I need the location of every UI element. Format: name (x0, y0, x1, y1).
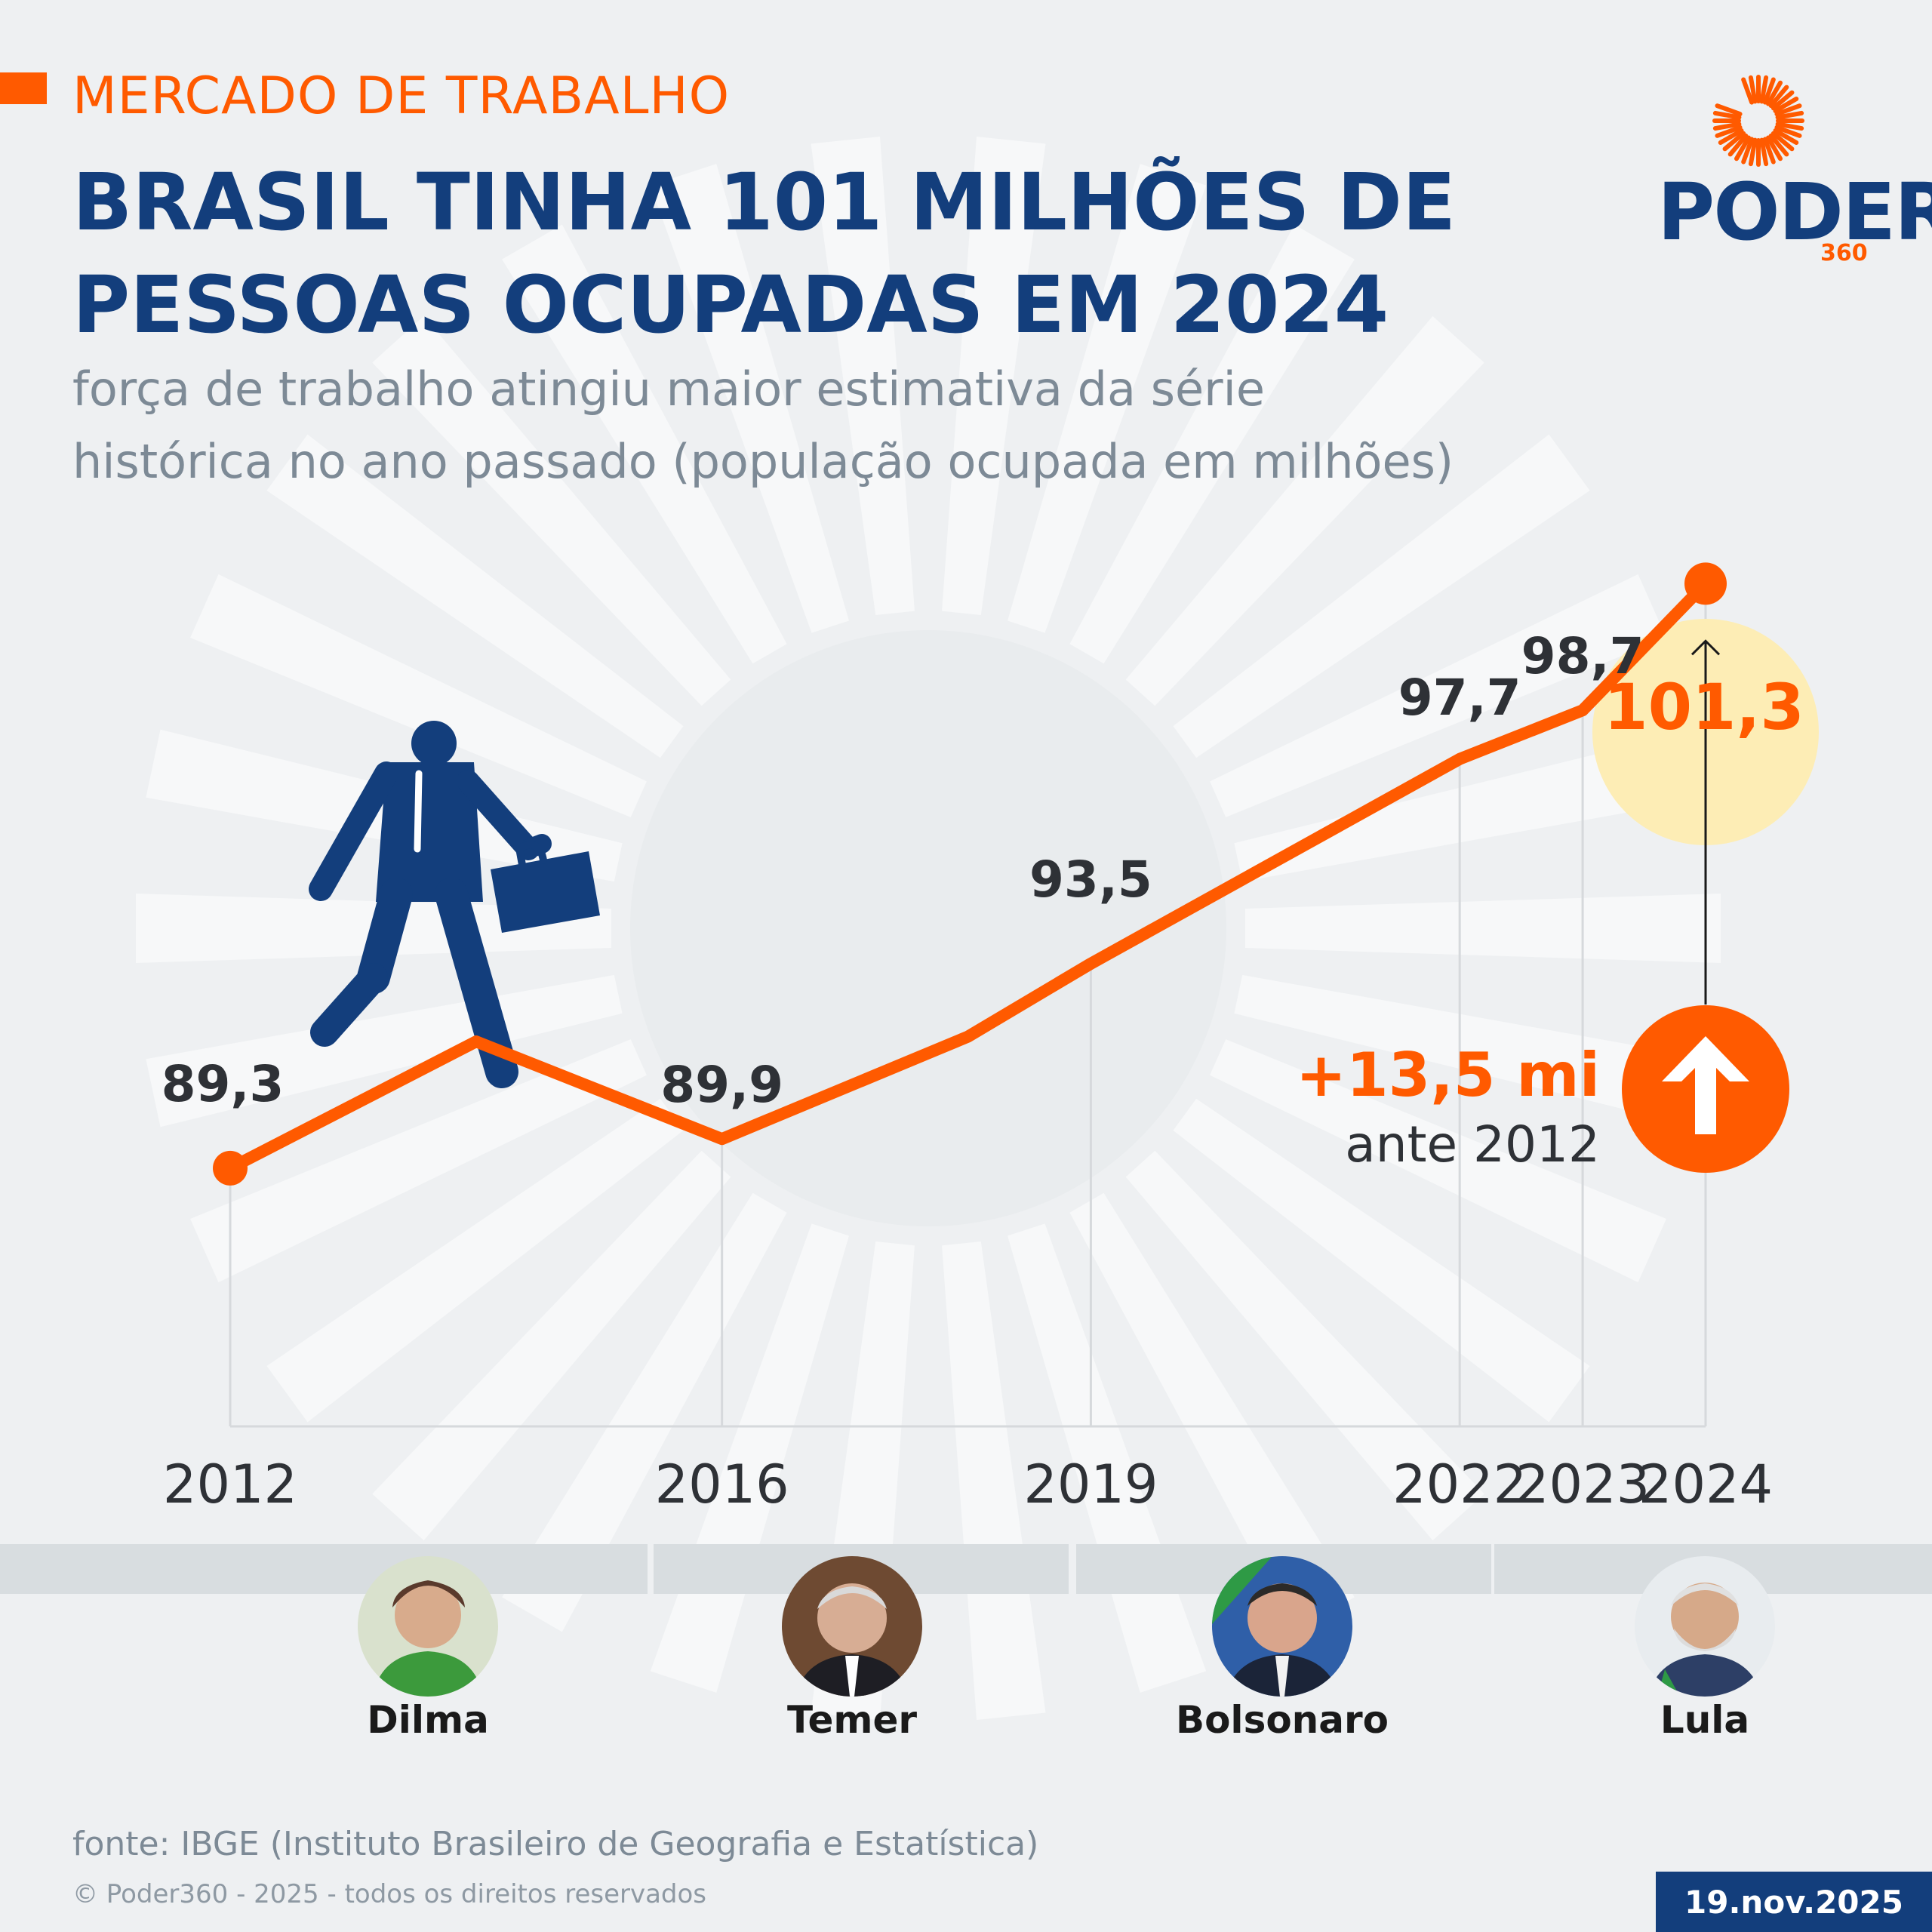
president-name-bolsonaro: Bolsonaro (1175, 1698, 1389, 1742)
x-tick-label: 2016 (654, 1454, 789, 1515)
title-line-2: PESSOAS OCUPADAS EM 2024 (72, 259, 1389, 351)
president-name-dilma: Dilma (367, 1698, 489, 1742)
x-tick-label: 2012 (162, 1454, 298, 1515)
x-tick-label: 2019 (1023, 1454, 1158, 1515)
date-badge: 19.nov.2025 (1656, 1872, 1932, 1932)
highlight-value: 101,3 (1604, 670, 1804, 744)
up-arrow-icon (1622, 1005, 1789, 1173)
subtitle: força de trabalho atingiu maior estimati… (72, 353, 1733, 498)
data-label: 89,3 (161, 1054, 285, 1113)
date-text: 19.nov.2025 (1684, 1883, 1903, 1921)
avatar-bolsonaro (1212, 1556, 1352, 1697)
data-label: 98,7 (1521, 627, 1644, 686)
copyright-note: © Poder360 - 2025 - todos os direitos re… (72, 1879, 707, 1909)
data-label: 93,5 (1029, 850, 1152, 909)
data-label: 89,9 (660, 1056, 784, 1115)
x-tick-label: 2024 (1638, 1454, 1774, 1515)
page-title: BRASIL TINHA 101 MILHÕES DE PESSOAS OCUP… (72, 151, 1506, 356)
annotation-arrow-head (1690, 639, 1721, 656)
subtitle-line-1: força de trabalho atingiu maior estimati… (72, 361, 1266, 417)
logo-wordmark: PODER (1657, 166, 1932, 258)
subtitle-line-2: histórica no ano passado (população ocup… (72, 434, 1454, 489)
end-point (1684, 562, 1727, 605)
source-note: fonte: IBGE (Instituto Brasileiro de Geo… (72, 1825, 1039, 1863)
poder360-sun-icon (1712, 75, 1804, 167)
president-name-lula: Lula (1660, 1698, 1750, 1742)
x-tick-label: 2022 (1392, 1454, 1527, 1515)
title-line-1: BRASIL TINHA 101 MILHÕES DE (72, 156, 1457, 248)
president-name-temer: Temer (786, 1698, 918, 1742)
term-band-dilma (0, 1544, 648, 1594)
data-label: 97,7 (1398, 668, 1521, 727)
avatar-temer (782, 1556, 922, 1697)
walking-businessman-icon (309, 721, 600, 1088)
start-point (213, 1150, 248, 1186)
kicker-label: MERCADO DE TRABALHO (72, 66, 731, 126)
kicker-accent-bar (0, 72, 47, 104)
growth-annotation: +13,5 mi (1295, 1040, 1600, 1110)
avatar-dilma (358, 1556, 498, 1697)
growth-annotation-subtitle: ante 2012 (1345, 1115, 1600, 1174)
x-tick-label: 2023 (1515, 1454, 1651, 1515)
avatar-lula (1635, 1556, 1775, 1697)
series-line (224, 577, 1712, 1174)
logo-number: 360 (1820, 240, 1868, 266)
